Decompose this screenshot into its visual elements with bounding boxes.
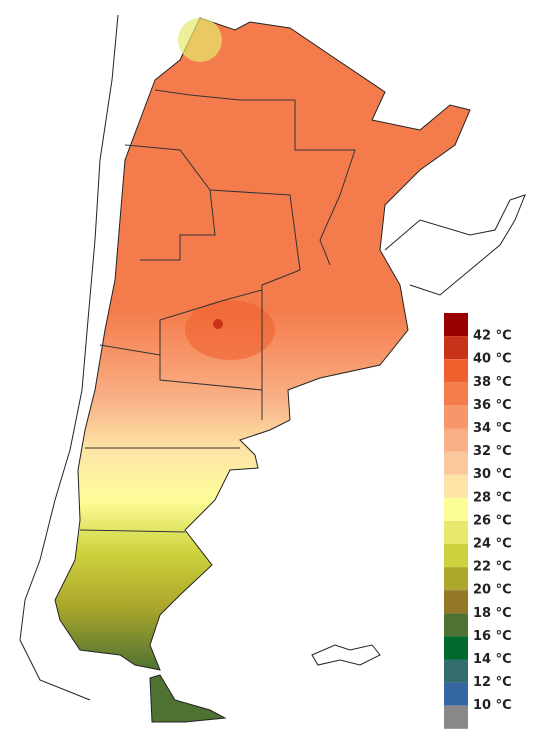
legend-swatch — [444, 497, 468, 521]
neighbour-border — [19, 14, 119, 701]
legend-label: 30 °C — [473, 467, 512, 482]
tierra-del-fuego — [149, 674, 227, 723]
legend-swatch — [444, 682, 468, 706]
legend-swatch — [444, 474, 468, 498]
legend-swatch — [444, 567, 468, 591]
legend-swatch — [444, 544, 468, 568]
legend-label: 10 °C — [473, 698, 512, 713]
legend-label: 26 °C — [473, 513, 512, 528]
legend-swatch — [444, 590, 468, 614]
legend-swatch — [444, 428, 468, 452]
legend-label: 36 °C — [473, 398, 512, 413]
legend-label: 32 °C — [473, 444, 512, 459]
legend-swatch — [444, 636, 468, 660]
hot-spot — [213, 319, 223, 329]
legend-label: 20 °C — [473, 583, 512, 598]
legend-label: 14 °C — [473, 652, 512, 667]
falklands — [311, 644, 381, 666]
legend-swatch — [444, 382, 468, 406]
coast — [384, 194, 526, 296]
legend-label: 42 °C — [473, 329, 512, 344]
legend-label: 40 °C — [473, 352, 512, 367]
legend-label: 16 °C — [473, 629, 512, 644]
legend-swatch — [444, 336, 468, 360]
legend-label: 38 °C — [473, 375, 512, 390]
legend-label: 24 °C — [473, 537, 512, 552]
legend-label: 18 °C — [473, 606, 512, 621]
legend-label: 34 °C — [473, 421, 512, 436]
legend-swatch — [444, 313, 468, 337]
legend-swatch — [444, 613, 468, 637]
legend-label: 12 °C — [473, 675, 512, 690]
legend-swatch — [444, 520, 468, 544]
legend-swatch — [444, 359, 468, 383]
legend-label: 28 °C — [473, 490, 512, 505]
legend-swatch — [444, 451, 468, 475]
legend-label: 22 °C — [473, 560, 512, 575]
cool-zone — [178, 18, 222, 62]
legend: 42 °C 40 °C 38 °C 36 °C 34 °C 32 °C 30 °C 28 °C… — [444, 313, 512, 729]
legend-swatch — [444, 659, 468, 683]
hot-zone — [185, 300, 275, 360]
province-lines — [79, 89, 356, 533]
legend-swatch — [444, 705, 468, 729]
legend-swatch — [444, 405, 468, 429]
